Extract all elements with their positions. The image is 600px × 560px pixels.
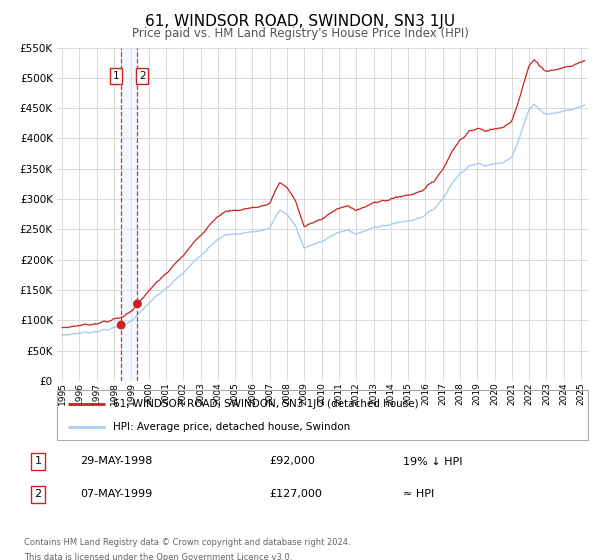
Text: £127,000: £127,000: [269, 489, 322, 500]
Text: 2: 2: [139, 71, 146, 81]
Point: [133, 300, 142, 309]
Text: 1: 1: [113, 71, 119, 81]
Text: 2: 2: [34, 489, 41, 500]
Bar: [121, 48, 137, 381]
Text: HPI: Average price, detached house, Swindon: HPI: Average price, detached house, Swin…: [113, 422, 350, 432]
Text: 29-MAY-1998: 29-MAY-1998: [80, 456, 152, 466]
Text: 19% ↓ HPI: 19% ↓ HPI: [403, 456, 463, 466]
Text: £92,000: £92,000: [269, 456, 316, 466]
Text: 61, WINDSOR ROAD, SWINDON, SN3 1JU: 61, WINDSOR ROAD, SWINDON, SN3 1JU: [145, 14, 455, 29]
Text: Contains HM Land Registry data © Crown copyright and database right 2024.: Contains HM Land Registry data © Crown c…: [24, 538, 350, 547]
Text: 1: 1: [34, 456, 41, 466]
Point: [116, 320, 126, 329]
Text: ≈ HPI: ≈ HPI: [403, 489, 434, 500]
Text: This data is licensed under the Open Government Licence v3.0.: This data is licensed under the Open Gov…: [24, 553, 292, 560]
Text: 61, WINDSOR ROAD, SWINDON, SN3 1JU (detached house): 61, WINDSOR ROAD, SWINDON, SN3 1JU (deta…: [113, 399, 418, 409]
Text: 07-MAY-1999: 07-MAY-1999: [80, 489, 152, 500]
Text: Price paid vs. HM Land Registry's House Price Index (HPI): Price paid vs. HM Land Registry's House …: [131, 27, 469, 40]
